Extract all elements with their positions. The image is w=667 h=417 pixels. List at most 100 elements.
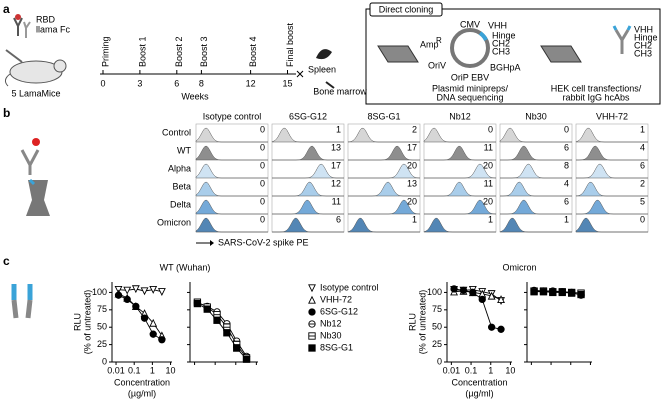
data-point [114, 291, 123, 299]
y-tick-label: 75 [432, 304, 442, 314]
marker-shape [242, 355, 251, 363]
marker-shape [140, 314, 149, 322]
mfi-label: 2 [640, 178, 645, 188]
y-tick-label: 75 [97, 304, 107, 314]
chart-title: WT (Wuhan) [160, 262, 211, 272]
x-tick-label: 0.1 [465, 365, 478, 375]
row-label: Omicron [157, 217, 191, 227]
marker-shape [193, 299, 202, 308]
legend-label: Nb30 [320, 330, 342, 340]
x-axis-label: (µg/ml) [465, 388, 493, 398]
marker-shape [149, 286, 158, 294]
mfi-label: 20 [407, 160, 417, 170]
bone-icon [325, 81, 335, 89]
histogram [576, 199, 648, 215]
mfi-label: 1 [640, 124, 645, 134]
virus-antibody-icon [20, 138, 50, 216]
chart-title: Omicron [502, 262, 536, 272]
mfi-label: 11 [484, 178, 493, 188]
x-tick-label: 1 [488, 365, 493, 375]
panel-label: c [3, 254, 10, 268]
cloning-box [365, 8, 661, 105]
event-label: Priming [100, 36, 110, 67]
cloning-title: Direct cloning [379, 4, 434, 14]
marker-shape [123, 286, 132, 295]
mfi-label: 0 [260, 142, 265, 152]
x-tick-label: 0.1 [128, 365, 141, 375]
plasmid-vhh [478, 31, 488, 41]
organ-label: Bone marrow [313, 86, 367, 96]
data-point [577, 290, 585, 299]
y-tick-label: 0 [102, 356, 107, 366]
marker-shape [497, 295, 505, 304]
mfi-label: 11 [484, 142, 493, 152]
x-tick-label: 1 [150, 365, 155, 375]
mfi-label: 0 [488, 124, 493, 134]
mfi-label: 6 [564, 196, 569, 206]
histogram [271, 127, 344, 143]
histogram [195, 145, 268, 161]
histogram [272, 199, 344, 215]
histogram [348, 199, 421, 215]
week-label: 0 [100, 78, 105, 88]
marker-shape [132, 302, 140, 310]
event-label: Boost 4 [248, 36, 258, 67]
marker-shape [149, 318, 158, 327]
y-tick-label: 100 [92, 287, 107, 297]
data-point [469, 288, 477, 297]
marker-shape [539, 288, 548, 296]
data-point [487, 291, 496, 300]
data-point [131, 285, 140, 294]
plasmid-label: VHH [488, 20, 507, 30]
data-point [132, 302, 140, 310]
weeks-label: Weeks [181, 91, 209, 101]
histogram [500, 163, 572, 179]
immunogen: RBD [36, 14, 56, 24]
legend-label: VHH-72 [320, 294, 352, 304]
row-label: WT [177, 145, 191, 155]
histogram [424, 181, 496, 197]
data-point [140, 287, 149, 296]
histogram [575, 217, 648, 233]
histogram [195, 127, 268, 143]
mfi-label: 11 [332, 196, 341, 206]
event-label: Final boost [285, 22, 295, 67]
histogram [272, 145, 344, 161]
marker-shape [140, 287, 149, 296]
data-point [140, 314, 149, 322]
data-point [497, 325, 505, 333]
mfi-label: 12 [331, 178, 341, 188]
legend-label: Nb12 [320, 318, 342, 328]
column-header: Isotype control [203, 111, 262, 121]
plasmid-label: CMV [460, 19, 480, 29]
row-label: Control [162, 127, 191, 137]
marker-shape [450, 285, 458, 293]
histogram [424, 199, 497, 215]
mfi-label: 0 [260, 178, 265, 188]
cloning-tab [369, 2, 443, 17]
step-caption: DNA sequencing [436, 92, 503, 102]
mfi-label: 1 [412, 214, 417, 224]
panel-label: b [3, 106, 10, 120]
column-header: Nb12 [449, 111, 471, 121]
x-axis-label: SARS-CoV-2 spike PE [218, 237, 309, 247]
week-label: 15 [282, 78, 292, 88]
legend-marker [308, 284, 316, 293]
product-label: CH3 [634, 48, 652, 58]
spleen-icon [316, 49, 332, 60]
column-header: Nb30 [525, 111, 547, 121]
week-label: 12 [246, 78, 256, 88]
step-caption: HEK cell transfections/ [551, 83, 642, 93]
marker-shape [308, 284, 316, 293]
y-tick-label: 25 [432, 339, 442, 349]
mfi-label: 0 [260, 124, 265, 134]
mouse-icon [4, 49, 67, 87]
histogram [348, 145, 420, 161]
mfi-label: 20 [483, 196, 493, 206]
data-point [149, 318, 158, 327]
mfi-label: 5 [640, 196, 645, 206]
histogram [499, 127, 572, 143]
histogram [499, 217, 572, 233]
histogram [500, 181, 572, 197]
